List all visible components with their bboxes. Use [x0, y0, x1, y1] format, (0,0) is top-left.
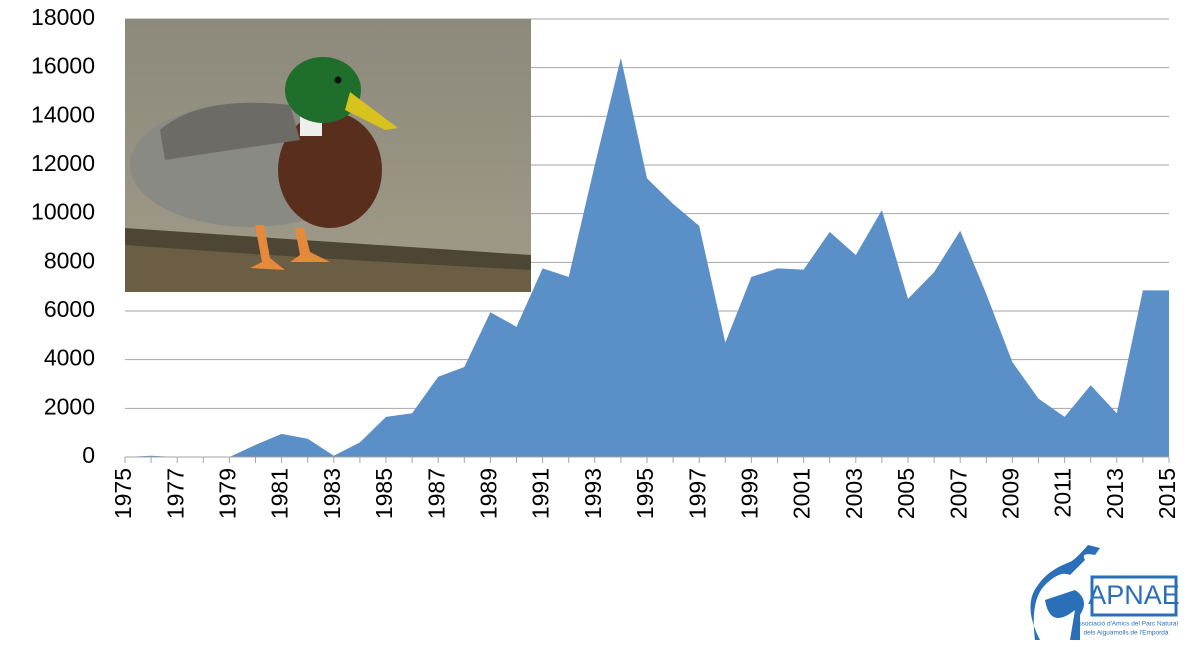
- y-tick-label: 0: [82, 442, 95, 468]
- x-tick-label: 1975: [110, 468, 136, 519]
- x-tick-label: 1995: [632, 468, 658, 519]
- chart: 0 2000 4000 6000 8000 10000 12000 14000 16000 180…: [0, 0, 1189, 652]
- y-tick-label: 16000: [31, 53, 95, 79]
- logo: APNAE Associació d'Amics del Parc Natura…: [1030, 545, 1179, 640]
- x-tick-label: 2013: [1102, 468, 1128, 519]
- x-tick-label: 1979: [214, 468, 240, 519]
- y-tick-label: 10000: [31, 199, 95, 225]
- y-tick-label: 14000: [31, 101, 95, 127]
- x-tick-label: 1985: [371, 468, 397, 519]
- x-tick-label: 1977: [162, 468, 188, 519]
- logo-subtitle: Associació d'Amics del Parc Natural: [1074, 621, 1178, 628]
- x-tick-label: 1993: [580, 468, 606, 519]
- x-tick-label: 2015: [1154, 468, 1180, 519]
- x-tick-label: 1987: [423, 468, 449, 519]
- x-tick-label: 1999: [736, 468, 762, 519]
- x-tick-label: 2001: [789, 468, 815, 519]
- x-tick-label: 1981: [267, 468, 293, 519]
- y-tick-label: 4000: [44, 345, 95, 371]
- y-tick-label: 8000: [44, 247, 95, 273]
- logo-name: APNAE: [1088, 580, 1180, 610]
- y-tick-label: 18000: [31, 4, 95, 30]
- x-tick-label: 1991: [528, 468, 554, 519]
- x-tick-label: 2005: [893, 468, 919, 519]
- x-tick-label: 2007: [945, 468, 971, 519]
- y-tick-label: 2000: [44, 393, 95, 419]
- y-tick-label: 6000: [44, 296, 95, 322]
- x-tick-label: 1997: [684, 468, 710, 519]
- x-tick-label: 1983: [319, 468, 345, 519]
- logo-subtitle: dels Aiguamolls de l'Empordà: [1083, 630, 1168, 637]
- x-tick-label: 2011: [1050, 468, 1076, 517]
- y-tick-label: 12000: [31, 150, 95, 176]
- duck-photo: [125, 19, 531, 292]
- x-tick-label: 1989: [475, 468, 501, 519]
- x-tick-label: 2003: [841, 468, 867, 519]
- x-tick-label: 2009: [997, 468, 1023, 519]
